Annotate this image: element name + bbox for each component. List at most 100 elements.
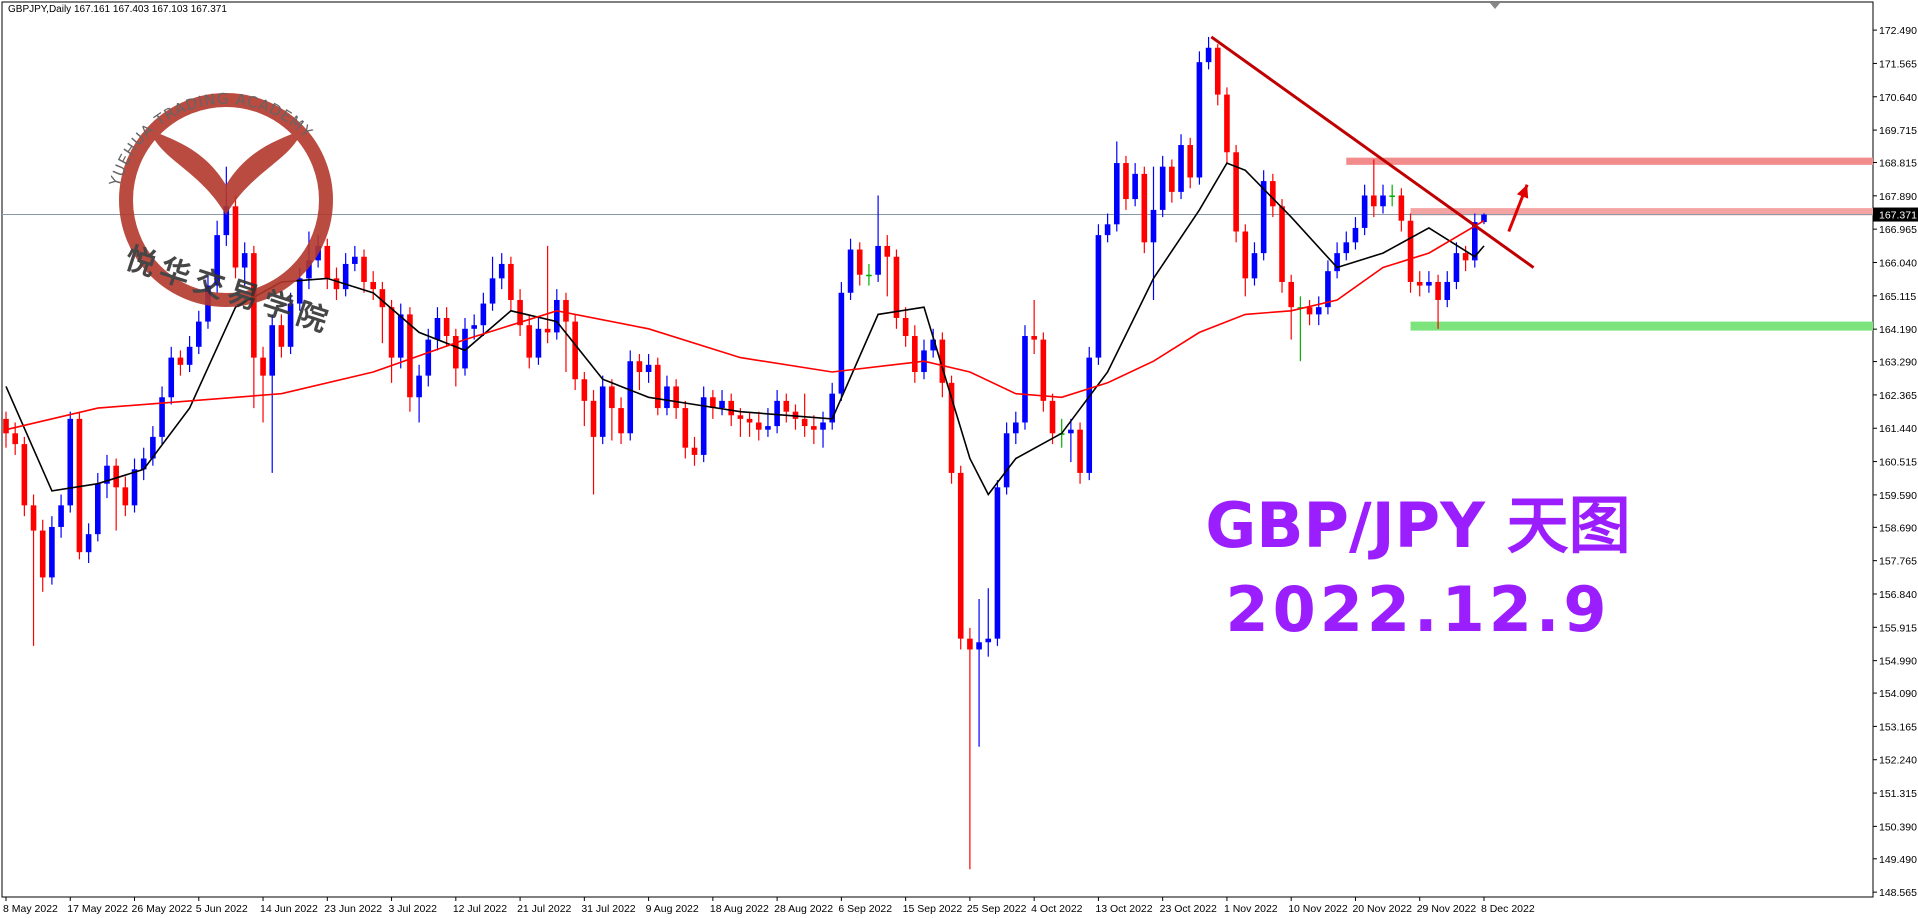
candle-body (1371, 195, 1377, 207)
arrow-head (1516, 184, 1529, 199)
candle-body (1187, 145, 1194, 178)
candle-body (1325, 271, 1331, 308)
chart-header: GBPJPY,Daily 167.161 167.403 167.103 167… (8, 4, 227, 15)
x-tick-label: 1 Nov 2022 (1224, 903, 1278, 915)
annotation-date: 2022.12.9 (1225, 573, 1610, 646)
candle-body (113, 465, 119, 488)
plot-frame (1, 1, 1874, 898)
candle-body (1426, 281, 1432, 286)
candle-body (746, 418, 753, 423)
candle-body (1233, 152, 1239, 232)
candle-body (58, 505, 64, 527)
y-tick-label: 156.840 (1879, 589, 1917, 601)
x-tick-label: 8 May 2022 (3, 903, 58, 915)
x-tick-label: 26 May 2022 (132, 903, 193, 915)
candle-body (1416, 281, 1423, 286)
candle-body (581, 379, 588, 401)
shift-marker (1490, 3, 1500, 9)
y-tick-label: 160.515 (1879, 457, 1917, 469)
y-tick-label: 150.390 (1879, 821, 1917, 833)
y-tick-label: 154.990 (1879, 656, 1917, 668)
candle-body (177, 357, 184, 365)
x-tick-label: 9 Aug 2022 (646, 903, 699, 915)
candle-body (104, 465, 110, 484)
x-tick-label: 8 Dec 2022 (1481, 903, 1535, 915)
candle-body (122, 487, 129, 506)
candle-body (1251, 253, 1258, 279)
candle-body (1104, 224, 1111, 236)
candle-body (765, 426, 771, 430)
candle-body (324, 245, 331, 279)
candle-body (1159, 166, 1166, 210)
y-tick-label: 167.890 (1879, 191, 1917, 203)
y-tick-label: 159.590 (1879, 490, 1917, 502)
candle-body (1407, 220, 1414, 282)
candle-body (572, 321, 578, 380)
moving-average (5, 220, 1485, 431)
plot-area (2, 36, 1873, 870)
candle-body (287, 303, 294, 347)
candle-body (453, 336, 459, 369)
candle-body (664, 386, 670, 409)
candle-body (755, 422, 762, 430)
candle-body (1224, 94, 1230, 153)
candle-body (847, 249, 854, 293)
x-tick-label: 3 Jul 2022 (389, 903, 438, 915)
candle-body (1003, 433, 1010, 488)
y-tick-label: 165.115 (1879, 291, 1916, 303)
candle-body (563, 299, 569, 322)
candle-body (1022, 336, 1028, 423)
y-tick-label: 155.915 (1879, 622, 1917, 634)
y-tick-label: 151.315 (1879, 788, 1917, 800)
candle-body (1242, 231, 1249, 279)
candle-body (397, 314, 404, 358)
candle-body (1113, 163, 1120, 225)
x-tick-label: 15 Sep 2022 (903, 903, 963, 915)
candle-body (232, 206, 239, 268)
y-tick-label: 172.490 (1879, 25, 1917, 37)
candle-body (241, 253, 248, 268)
candle-body (1031, 336, 1037, 340)
candle-body (783, 400, 790, 412)
candle-body (645, 364, 652, 373)
candle-body (1270, 181, 1276, 207)
candle-body (1361, 195, 1368, 228)
candle-body (1214, 47, 1221, 95)
candle-body (1178, 145, 1184, 192)
candle-body (801, 418, 808, 427)
candle-body (1013, 422, 1019, 434)
candle-body (12, 433, 18, 445)
y-tick-label: 166.965 (1879, 224, 1917, 236)
candle-body (985, 638, 992, 643)
candle-body (1389, 195, 1395, 197)
candle-body (186, 346, 193, 365)
candle-body (471, 325, 477, 329)
candle-body (67, 418, 74, 506)
candle-body (1260, 181, 1267, 254)
candle-body (682, 408, 689, 448)
candle-body (269, 325, 276, 376)
price-label-box (1873, 207, 1918, 222)
candle-body (168, 357, 175, 398)
candle-body (627, 361, 634, 434)
candle-body (875, 245, 881, 275)
candle-body (150, 436, 156, 459)
zone (1410, 208, 1873, 216)
y-tick-label: 162.365 (1879, 390, 1917, 402)
candle-body (618, 408, 624, 434)
y-tick-label: 153.165 (1879, 721, 1917, 733)
y-tick-label: 149.490 (1879, 854, 1917, 866)
candle-body (544, 328, 551, 333)
candle-body (214, 235, 220, 286)
candle-body (710, 397, 716, 409)
candle-body (719, 400, 725, 409)
candle-body (21, 444, 28, 506)
y-tick-label: 154.090 (1879, 688, 1917, 700)
candle-body (1040, 339, 1047, 401)
y-tick-label: 161.440 (1879, 423, 1917, 435)
trendline (1210, 35, 1535, 269)
candle-body (893, 256, 900, 318)
candle-body (1095, 235, 1102, 358)
